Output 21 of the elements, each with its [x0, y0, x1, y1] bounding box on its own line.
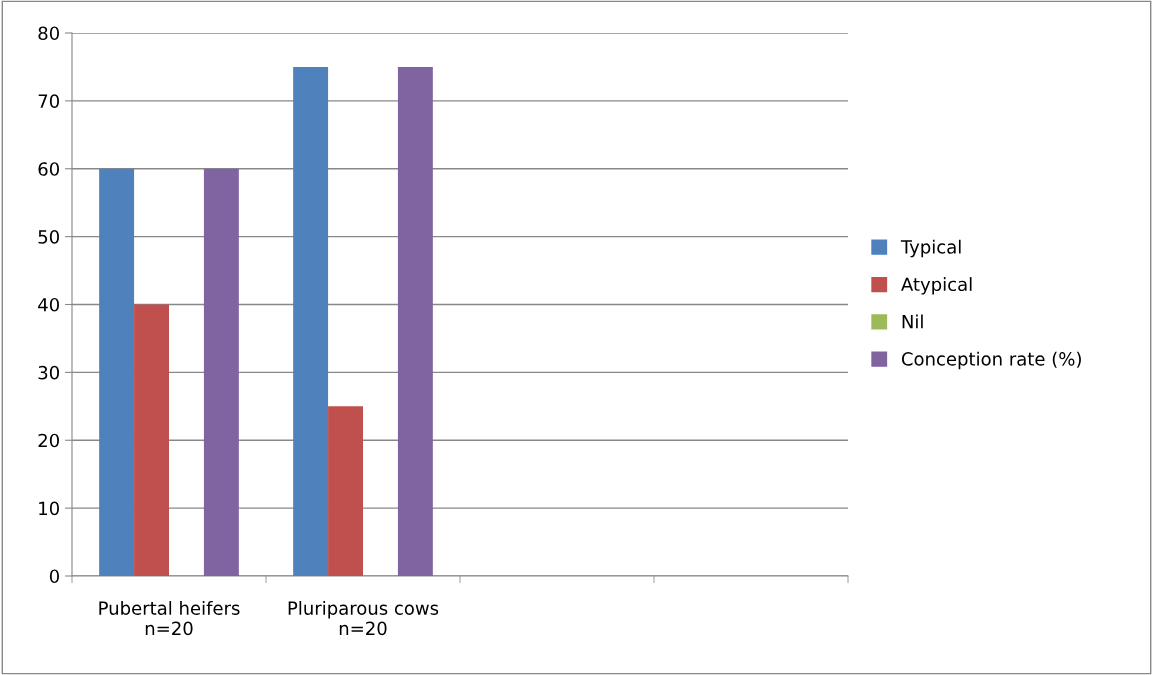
- bar: [203, 168, 239, 576]
- legend-label: Nil: [902, 314, 923, 329]
- y-tick-label: 0: [49, 569, 59, 584]
- bar: [99, 168, 135, 576]
- y-tick-label: 80: [38, 26, 59, 41]
- legend-label: Typical: [900, 239, 961, 258]
- y-tick-label: 10: [39, 501, 59, 516]
- legend-label: Atypical: [901, 277, 972, 295]
- y-tick-label: 20: [38, 433, 59, 448]
- x-tick-label: Pubertal heifers n=20: [99, 601, 240, 636]
- y-tick-label: 50: [38, 230, 59, 244]
- bar: [397, 66, 433, 576]
- x-tick-label: Pluriparous cows n=20: [288, 601, 439, 636]
- y-tick-label: 70: [38, 94, 59, 108]
- bar: [134, 304, 169, 576]
- bar: [293, 66, 329, 576]
- bar: [328, 406, 363, 576]
- y-tick-label: 30: [38, 365, 59, 380]
- legend-label: Conception rate (%): [901, 351, 1081, 370]
- y-tick-label: 40: [38, 297, 59, 312]
- y-tick-label: 60: [38, 162, 59, 176]
